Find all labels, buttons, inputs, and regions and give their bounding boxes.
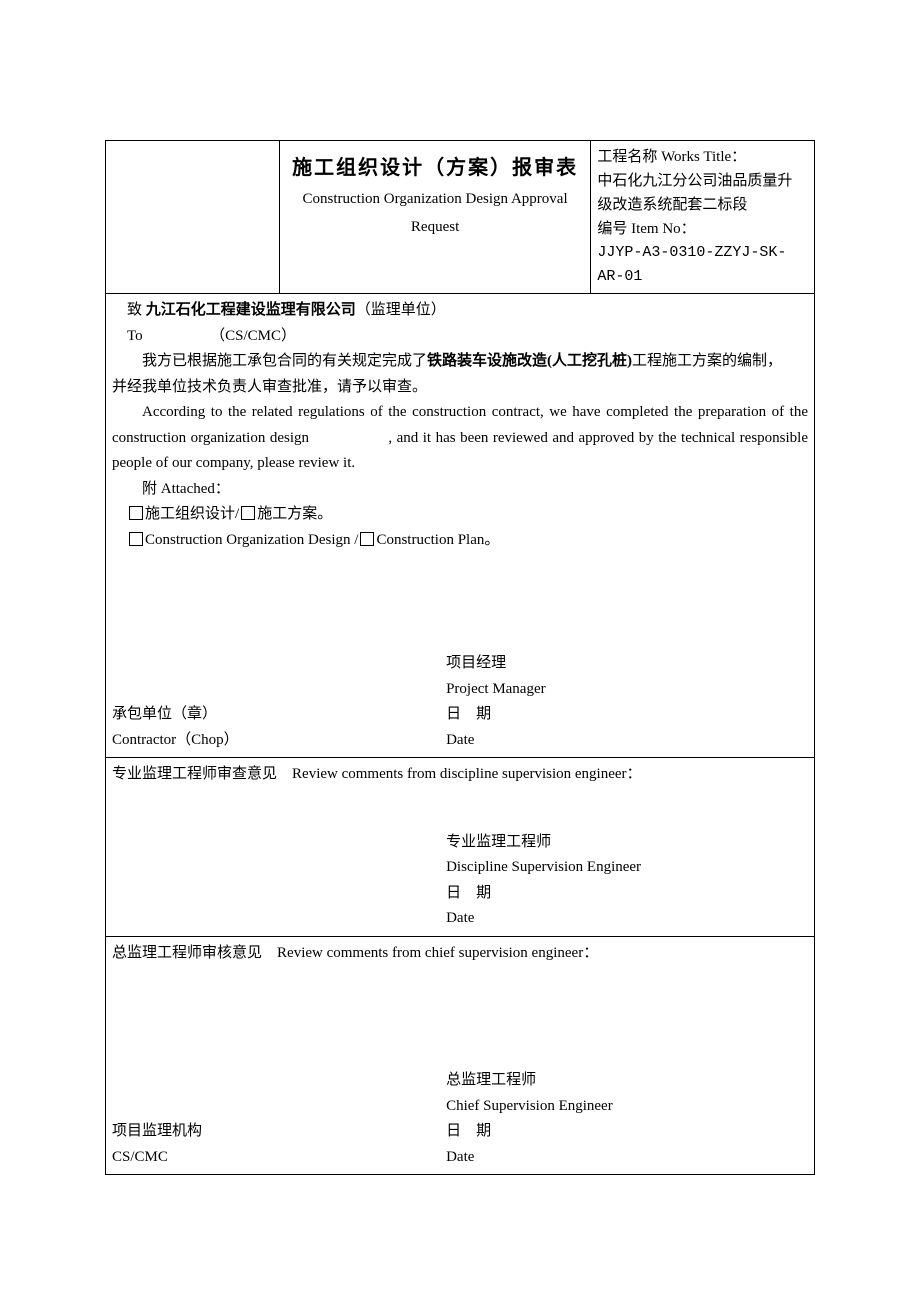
to-suffix-cn: （监理单位） — [356, 302, 446, 318]
sig-left-3: 项目监理机构 CS/CMC — [112, 1068, 446, 1170]
contractor-en: Contractor（Chop） — [112, 728, 446, 754]
date-cn-1: 日 期 — [446, 702, 808, 728]
signature-block-3: 项目监理机构 CS/CMC 总监理工程师 Chief Supervision E… — [112, 1068, 808, 1170]
cb2-label1: Construction Organization Design / — [145, 532, 358, 548]
pm-cn: 项目经理 — [446, 651, 808, 677]
works-title-value-2: 级改造系统配套二标段 — [597, 193, 808, 217]
item-no-value: JJYP-A3-0310-ZZYJ-SK-AR-01 — [597, 241, 808, 289]
pm-en: Project Manager — [446, 677, 808, 703]
review1-title-cn: 专业监理工程师审查意见 — [112, 766, 277, 782]
attached-label: 附 Attached： — [112, 477, 808, 503]
approval-form-table: 施工组织设计（方案）报审表 Construction Organization … — [105, 140, 815, 1175]
to-prefix-en: To — [127, 328, 143, 344]
review1-role-cn: 专业监理工程师 — [446, 830, 808, 856]
header-row: 施工组织设计（方案）报审表 Construction Organization … — [106, 141, 815, 294]
review2-org-en: CS/CMC — [112, 1145, 446, 1171]
works-title-value-1: 中石化九江分公司油品质量升 — [597, 169, 808, 193]
review1-title-en: Review comments from discipline supervis… — [292, 766, 642, 782]
signature-block-2: 专业监理工程师 Discipline Supervision Engineer … — [112, 830, 808, 932]
date-cn-2: 日 期 — [446, 881, 808, 907]
review2-org-cn: 项目监理机构 — [112, 1119, 446, 1145]
checkbox-design-cn[interactable] — [129, 506, 143, 520]
para-cn-bold: 铁路装车设施改造(人工挖孔桩) — [427, 353, 632, 369]
para-cn-line2: 并经我单位技术负责人审查批准，请予以审查。 — [112, 375, 808, 401]
item-no-label: 编号 Item No： — [597, 217, 808, 241]
form-title-en-1: Construction Organization Design Approva… — [286, 187, 585, 213]
body-row: 致 九江石化工程建设监理有限公司（监理单位） To （CS/CMC） 我方已根据… — [106, 294, 815, 758]
review2-role-en: Chief Supervision Engineer — [446, 1094, 808, 1120]
header-right-cell: 工程名称 Works Title： 中石化九江分公司油品质量升 级改造系统配套二… — [591, 141, 815, 294]
to-company-cn: 九江石化工程建设监理有限公司 — [146, 302, 356, 318]
date-en-3: Date — [446, 1145, 808, 1171]
checkbox-line-cn: 施工组织设计/施工方案。 — [112, 502, 808, 528]
form-title-en-2: Request — [286, 215, 585, 241]
date-cn-3: 日 期 — [446, 1119, 808, 1145]
cb2-label2: Construction Plan。 — [376, 532, 499, 548]
review2-row: 总监理工程师审核意见 Review comments from chief su… — [106, 936, 815, 1175]
cb1-label1: 施工组织设计/ — [145, 506, 239, 522]
body-cell: 致 九江石化工程建设监理有限公司（监理单位） To （CS/CMC） 我方已根据… — [106, 294, 815, 758]
sig-right-2: 专业监理工程师 Discipline Supervision Engineer … — [446, 830, 808, 932]
header-center-cell: 施工组织设计（方案）报审表 Construction Organization … — [279, 141, 591, 294]
review2-title: 总监理工程师审核意见 Review comments from chief su… — [112, 941, 808, 967]
sig-right-1: 项目经理 Project Manager 日 期 Date — [446, 651, 808, 753]
sig-left-1: 承包单位（章） Contractor（Chop） — [112, 651, 446, 753]
spacer — [112, 970, 808, 1060]
to-line-en: To （CS/CMC） — [112, 324, 808, 350]
review1-title: 专业监理工程师审查意见 Review comments from discipl… — [112, 762, 808, 788]
para-cn: 我方已根据施工承包合同的有关规定完成了铁路装车设施改造(人工挖孔桩)工程施工方案… — [112, 349, 808, 375]
checkbox-plan-cn[interactable] — [241, 506, 255, 520]
contractor-cn: 承包单位（章） — [112, 702, 446, 728]
spacer — [112, 792, 808, 822]
sig-right-3: 总监理工程师 Chief Supervision Engineer 日 期 Da… — [446, 1068, 808, 1170]
spacer — [112, 553, 808, 643]
review1-cell: 专业监理工程师审查意见 Review comments from discipl… — [106, 758, 815, 937]
para-cn-p1: 我方已根据施工承包合同的有关规定完成了 — [142, 353, 427, 369]
para-cn-p2: 工程施工方案的编制， — [632, 353, 782, 369]
cb1-label2: 施工方案。 — [257, 506, 332, 522]
sig-left-2 — [112, 830, 446, 932]
header-left-cell — [106, 141, 280, 294]
form-title-cn: 施工组织设计（方案）报审表 — [286, 151, 585, 185]
para-en: According to the related regulations of … — [112, 400, 808, 477]
checkbox-plan-en[interactable] — [360, 532, 374, 546]
date-en-2: Date — [446, 906, 808, 932]
works-title-label: 工程名称 Works Title： — [597, 145, 808, 169]
review1-row: 专业监理工程师审查意见 Review comments from discipl… — [106, 758, 815, 937]
review2-title-en: Review comments from chief supervision e… — [277, 945, 598, 961]
to-suffix-en: （CS/CMC） — [218, 328, 296, 344]
checkbox-design-en[interactable] — [129, 532, 143, 546]
date-en-1: Date — [446, 728, 808, 754]
review2-title-cn: 总监理工程师审核意见 — [112, 945, 262, 961]
review1-role-en: Discipline Supervision Engineer — [446, 855, 808, 881]
review2-cell: 总监理工程师审核意见 Review comments from chief su… — [106, 936, 815, 1175]
signature-block-1: 承包单位（章） Contractor（Chop） 项目经理 Project Ma… — [112, 651, 808, 753]
to-line-cn: 致 九江石化工程建设监理有限公司（监理单位） — [112, 298, 808, 324]
review2-role-cn: 总监理工程师 — [446, 1068, 808, 1094]
to-prefix-cn: 致 — [127, 302, 142, 318]
checkbox-line-en: Construction Organization Design / Constr… — [112, 528, 808, 554]
